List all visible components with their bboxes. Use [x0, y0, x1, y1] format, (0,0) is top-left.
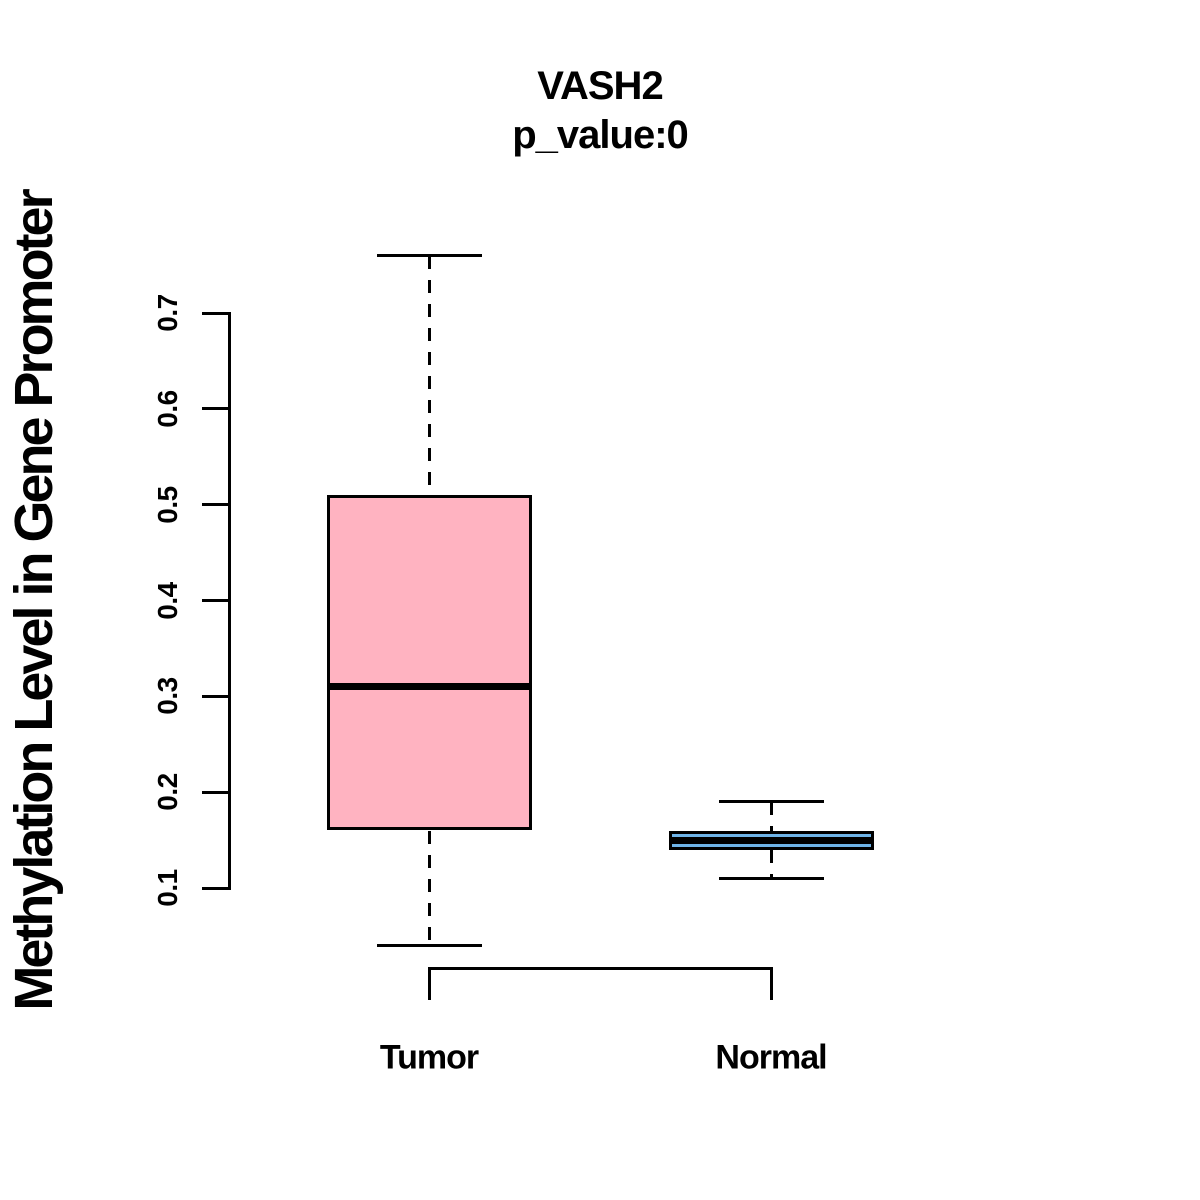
- y-axis-tick: [202, 694, 229, 698]
- y-axis-tick-label: 0.1: [152, 869, 183, 907]
- chart-title: VASH2: [537, 64, 663, 108]
- x-axis-tick: [427, 968, 431, 1000]
- y-axis-tick-label: 0.7: [152, 294, 183, 332]
- lower-whisker-cap: [718, 876, 824, 880]
- y-axis-tick-label: 0.5: [152, 485, 183, 524]
- iqr-box-tumor: [326, 495, 532, 831]
- chart-subtitle: p_value:0: [512, 113, 689, 157]
- median-line: [326, 683, 532, 691]
- y-axis-tick: [202, 599, 229, 602]
- upper-whisker-cap: [376, 254, 482, 257]
- x-axis-label-tumor: Tumor: [379, 1038, 479, 1077]
- y-axis-tick: [202, 311, 229, 315]
- upper-whisker: [769, 801, 773, 831]
- lower-whisker: [769, 849, 773, 879]
- y-axis-tick: [202, 503, 229, 507]
- y-axis-tick-label: 0.6: [152, 390, 183, 428]
- x-axis-tick: [769, 968, 773, 1000]
- median-line: [668, 836, 874, 844]
- upper-whisker: [427, 255, 431, 496]
- y-axis-tick: [202, 407, 229, 411]
- chart-title-block: VASH2 p_value:0: [0, 62, 1200, 160]
- lower-whisker-cap: [376, 944, 482, 947]
- lower-whisker: [427, 830, 431, 946]
- y-axis-tick-label: 0.4: [152, 581, 183, 620]
- x-axis-label-normal: Normal: [715, 1038, 827, 1077]
- y-axis-tick: [202, 886, 229, 890]
- y-axis-line: [227, 311, 231, 890]
- y-axis-tick-label: 0.3: [152, 677, 183, 716]
- x-axis-line: [427, 966, 773, 970]
- y-axis-tick: [202, 790, 229, 794]
- upper-whisker-cap: [718, 800, 824, 804]
- y-axis-tick-label: 0.2: [152, 773, 183, 811]
